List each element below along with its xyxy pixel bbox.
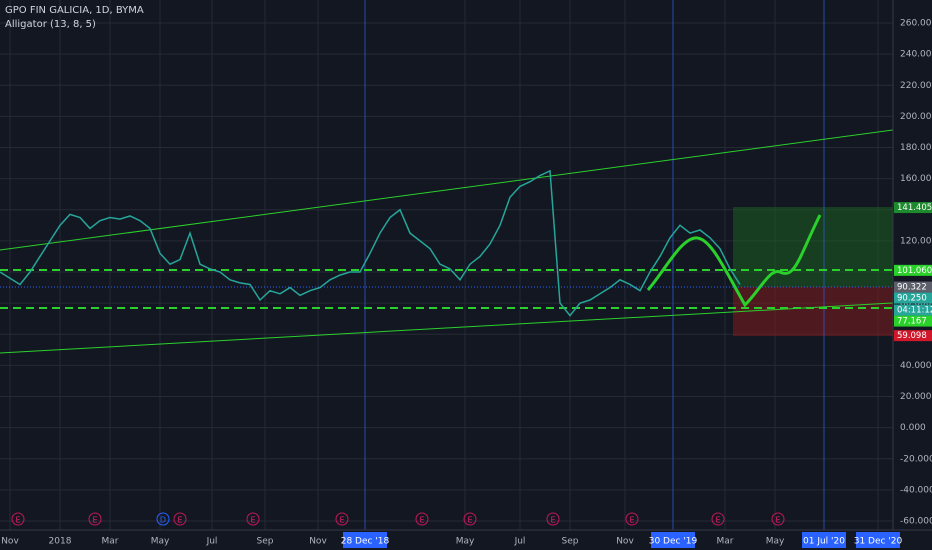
y-tick-label: -20.000 [900, 454, 932, 464]
x-tick-label: May [456, 537, 475, 547]
event-marker [625, 512, 639, 526]
price-badge-label: 77.167 [897, 317, 927, 327]
plot [0, 169, 741, 317]
price-badge-label: 59.098 [897, 331, 927, 341]
price-badge [894, 281, 932, 293]
event-marker [335, 512, 349, 526]
target-zone [733, 207, 893, 287]
event-label: E [177, 516, 182, 525]
x-tick-label: 01 Jul '20 [803, 537, 845, 547]
y-tick-label: 40.000 [900, 361, 932, 371]
price-badge-label: 90.250 [897, 294, 927, 304]
event-marker [463, 512, 477, 526]
event-marker [711, 512, 725, 526]
y-tick-label: 220.000 [900, 81, 932, 91]
event-label: E [419, 516, 424, 525]
x-tick-label: Nov [309, 537, 327, 547]
date-badge [856, 532, 900, 548]
event-marker [415, 512, 429, 526]
price-badge [894, 330, 932, 342]
event-label: E [629, 516, 634, 525]
y-tick-label: 180.000 [900, 143, 932, 153]
event-label: E [715, 516, 720, 525]
price-badge [894, 292, 932, 304]
x-tick-label: 28 Dec '18 [341, 537, 390, 547]
y-tick-label: 260.000 [900, 19, 932, 29]
price-badge [894, 315, 932, 327]
chart-subtitle: Alligator (13, 8, 5) [5, 19, 96, 30]
x-tick-label: Mar [717, 537, 734, 547]
event-label: E [775, 516, 780, 525]
price-badge-label: 04:11:12 [897, 306, 932, 316]
y-tick-label: 160.000 [900, 174, 932, 184]
x-tick-label: Jul [206, 537, 218, 547]
y-tick-label: -60.000 [900, 517, 932, 527]
price-badge-label: 101.060 [897, 266, 932, 276]
event-label: E [92, 516, 97, 525]
event-marker [546, 512, 560, 526]
price-badge-label: 90.322 [897, 283, 927, 293]
channel-bottom [0, 302, 894, 354]
y-tick-label: 80.000 [900, 299, 932, 309]
event-label: E [15, 516, 20, 525]
event-marker [173, 512, 187, 526]
x-tick-label: 2018 [49, 537, 72, 547]
x-tick-label: Nov [1, 537, 19, 547]
event-label: E [467, 516, 472, 525]
y-tick-label: 0.000 [900, 423, 926, 433]
event-marker [88, 512, 102, 526]
y-tick-label: 240.000 [900, 50, 932, 60]
price-badge [894, 304, 932, 316]
x-tick-label: 31 Dec '20 [854, 537, 903, 547]
price-badge [894, 202, 932, 214]
price-badge [894, 264, 932, 276]
channel-top [0, 129, 894, 251]
date-badge [651, 532, 695, 548]
y-tick-label: -40.000 [900, 485, 932, 495]
x-tick-label: Sep [257, 537, 274, 547]
event-marker [246, 512, 260, 526]
chart-title: GPO FIN GALICIA, 1D, BYMA [5, 5, 144, 16]
x-tick-label: Sep [562, 537, 579, 547]
event-label: E [250, 516, 255, 525]
date-badge [343, 532, 387, 548]
date-badge [802, 532, 846, 548]
y-tick-label: 120.000 [900, 236, 932, 246]
x-tick-label: Nov [616, 537, 634, 547]
price-badge-label: 141.405 [897, 203, 932, 213]
stop-zone [733, 287, 893, 336]
event-marker [156, 512, 170, 526]
x-tick-label: 30 Dec '19 [649, 537, 698, 547]
price-line [0, 169, 741, 317]
projection [646, 214, 822, 308]
event-label: E [339, 516, 344, 525]
x-tick-label: Jul [514, 537, 526, 547]
x-tick-label: Mar [102, 537, 119, 547]
event-marker [11, 512, 25, 526]
event-label: D [160, 516, 166, 525]
x-tick-label: May [766, 537, 785, 547]
y-tick-label: 20.000 [900, 392, 932, 402]
x-tick-label: May [151, 537, 170, 547]
y-tick-label: 200.000 [900, 112, 932, 122]
event-marker [771, 512, 785, 526]
event-label: E [550, 516, 555, 525]
